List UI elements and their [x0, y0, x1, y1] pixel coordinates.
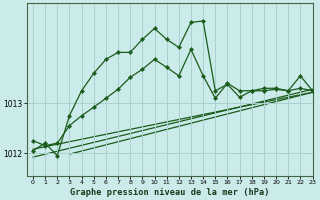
X-axis label: Graphe pression niveau de la mer (hPa): Graphe pression niveau de la mer (hPa) — [70, 188, 269, 197]
